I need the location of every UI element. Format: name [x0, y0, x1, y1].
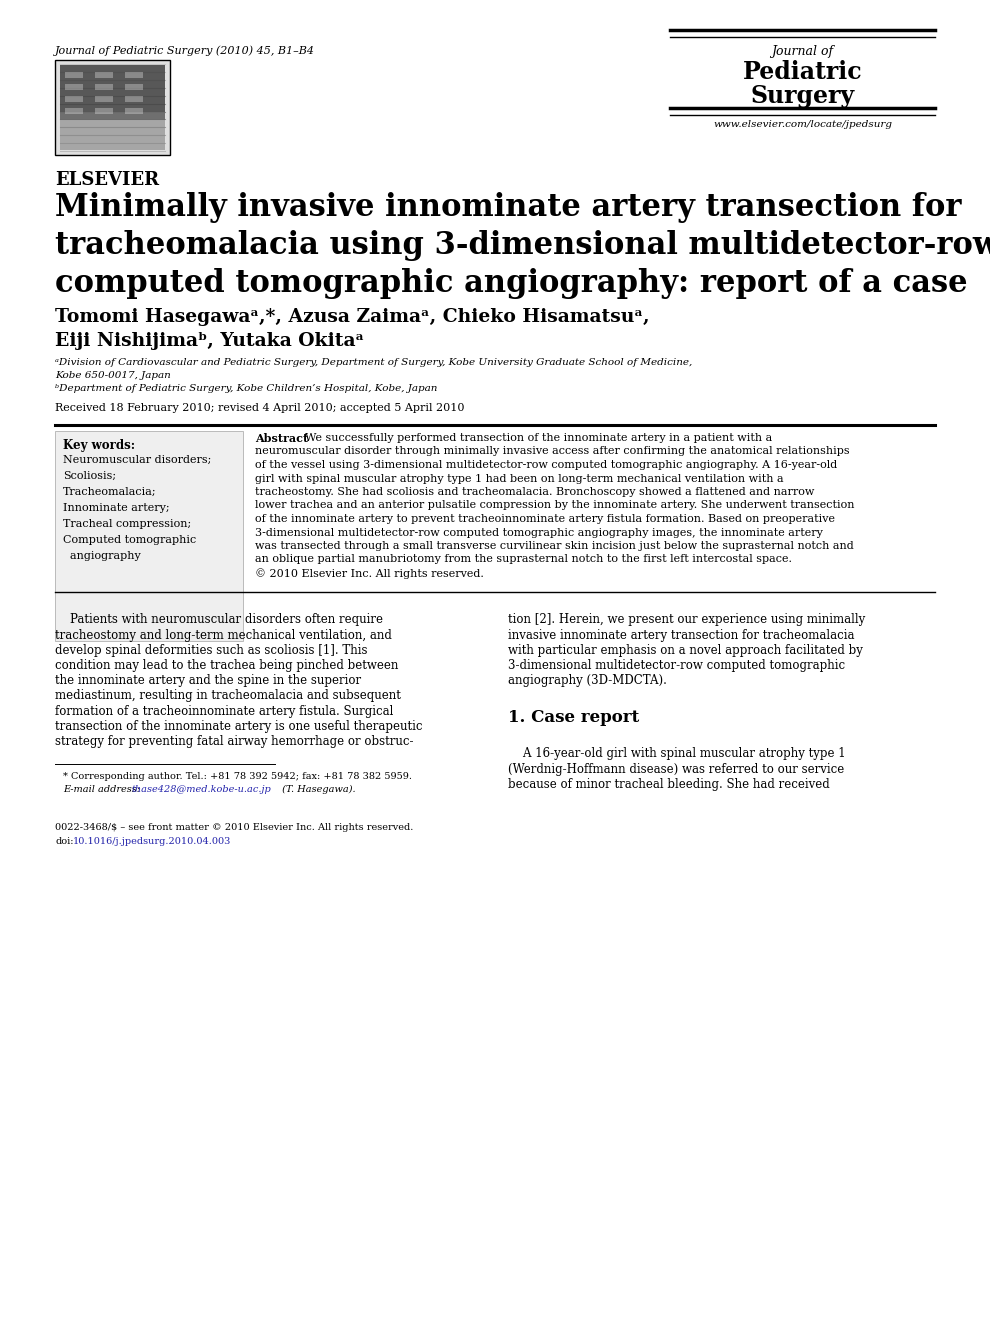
- Text: invasive innominate artery transection for tracheomalacia: invasive innominate artery transection f…: [508, 628, 854, 642]
- Text: Tracheomalacia;: Tracheomalacia;: [63, 487, 156, 498]
- Text: Innominate artery;: Innominate artery;: [63, 503, 169, 513]
- Bar: [95, 96, 113, 102]
- Text: doi:: doi:: [55, 837, 73, 846]
- Text: Journal of: Journal of: [771, 45, 834, 58]
- Text: Surgery: Surgery: [750, 84, 854, 108]
- Text: tracheomalacia using 3-dimensional multidetector-row: tracheomalacia using 3-dimensional multi…: [55, 230, 990, 261]
- Bar: [95, 73, 113, 78]
- Text: www.elsevier.com/locate/jpedsurg: www.elsevier.com/locate/jpedsurg: [713, 120, 892, 129]
- Text: transection of the innominate artery is one useful therapeutic: transection of the innominate artery is …: [55, 719, 423, 733]
- Text: E-mail address:: E-mail address:: [63, 785, 144, 795]
- Bar: [125, 73, 143, 78]
- Text: thase428@med.kobe-u.ac.jp: thase428@med.kobe-u.ac.jp: [131, 785, 270, 795]
- Text: angiography (3D-MDCTA).: angiography (3D-MDCTA).: [508, 675, 667, 688]
- Text: tion [2]. Herein, we present our experience using minimally: tion [2]. Herein, we present our experie…: [508, 614, 865, 627]
- Text: Kobe 650-0017, Japan: Kobe 650-0017, Japan: [55, 371, 170, 380]
- Text: develop spinal deformities such as scoliosis [1]. This: develop spinal deformities such as scoli…: [55, 644, 367, 657]
- Text: Journal of Pediatric Surgery (2010) 45, B1–B4: Journal of Pediatric Surgery (2010) 45, …: [55, 45, 315, 55]
- Text: Eiji Nishijimaᵇ, Yutaka Okitaᵃ: Eiji Nishijimaᵇ, Yutaka Okitaᵃ: [55, 333, 364, 350]
- Text: with particular emphasis on a novel approach facilitated by: with particular emphasis on a novel appr…: [508, 644, 863, 657]
- Text: lower trachea and an anterior pulsatile compression by the innominate artery. Sh: lower trachea and an anterior pulsatile …: [255, 500, 854, 511]
- Text: Tomomi Hasegawaᵃ,*, Azusa Zaimaᵃ, Chieko Hisamatsuᵃ,: Tomomi Hasegawaᵃ,*, Azusa Zaimaᵃ, Chieko…: [55, 308, 649, 326]
- Text: (T. Hasegawa).: (T. Hasegawa).: [279, 785, 355, 795]
- Text: 10.1016/j.jpedsurg.2010.04.003: 10.1016/j.jpedsurg.2010.04.003: [73, 837, 232, 846]
- Bar: [65, 73, 83, 78]
- Text: ᵇDepartment of Pediatric Surgery, Kobe Children’s Hospital, Kobe, Japan: ᵇDepartment of Pediatric Surgery, Kobe C…: [55, 384, 438, 393]
- Bar: [55, 59, 170, 154]
- Text: computed tomographic angiography: report of a case: computed tomographic angiography: report…: [55, 268, 967, 300]
- Text: mediastinum, resulting in tracheomalacia and subsequent: mediastinum, resulting in tracheomalacia…: [55, 689, 401, 702]
- Text: tracheostomy. She had scoliosis and tracheomalacia. Bronchoscopy showed a flatte: tracheostomy. She had scoliosis and trac…: [255, 487, 815, 498]
- Text: © 2010 Elsevier Inc. All rights reserved.: © 2010 Elsevier Inc. All rights reserved…: [255, 568, 484, 578]
- Text: neuromuscular disorder through minimally invasive access after confirming the an: neuromuscular disorder through minimally…: [255, 446, 849, 457]
- Bar: [95, 84, 113, 90]
- Text: strategy for preventing fatal airway hemorrhage or obstruc-: strategy for preventing fatal airway hem…: [55, 735, 414, 748]
- Text: an oblique partial manubriotomy from the suprasternal notch to the first left in: an oblique partial manubriotomy from the…: [255, 554, 792, 565]
- Text: We successfully performed transection of the innominate artery in a patient with: We successfully performed transection of…: [305, 433, 772, 444]
- Text: the innominate artery and the spine in the superior: the innominate artery and the spine in t…: [55, 675, 361, 688]
- Text: Scoliosis;: Scoliosis;: [63, 471, 116, 480]
- Text: Received 18 February 2010; revised 4 April 2010; accepted 5 April 2010: Received 18 February 2010; revised 4 Apr…: [55, 403, 464, 413]
- Bar: [125, 84, 143, 90]
- Text: tracheostomy and long-term mechanical ventilation, and: tracheostomy and long-term mechanical ve…: [55, 628, 392, 642]
- Text: formation of a tracheoinnominate artery fistula. Surgical: formation of a tracheoinnominate artery …: [55, 705, 393, 718]
- Bar: [125, 108, 143, 114]
- Bar: [95, 108, 113, 114]
- Bar: [125, 96, 143, 102]
- Text: Key words:: Key words:: [63, 440, 135, 451]
- Text: Minimally invasive innominate artery transection for: Minimally invasive innominate artery tra…: [55, 191, 961, 223]
- Text: * Corresponding author. Tel.: +81 78 392 5942; fax: +81 78 382 5959.: * Corresponding author. Tel.: +81 78 392…: [63, 772, 412, 781]
- Text: angiography: angiography: [63, 550, 141, 561]
- Text: 3-dimensional multidetector-row computed tomographic angiography images, the inn: 3-dimensional multidetector-row computed…: [255, 528, 823, 537]
- Text: because of minor tracheal bleeding. She had received: because of minor tracheal bleeding. She …: [508, 777, 830, 791]
- Text: Patients with neuromuscular disorders often require: Patients with neuromuscular disorders of…: [55, 614, 383, 627]
- Bar: [60, 65, 165, 120]
- Text: girl with spinal muscular atrophy type 1 had been on long-term mechanical ventil: girl with spinal muscular atrophy type 1…: [255, 474, 784, 483]
- Bar: [65, 96, 83, 102]
- Text: of the innominate artery to prevent tracheoinnominate artery fistula formation. : of the innominate artery to prevent trac…: [255, 513, 835, 524]
- Text: A 16-year-old girl with spinal muscular atrophy type 1: A 16-year-old girl with spinal muscular …: [508, 747, 845, 760]
- Text: Neuromuscular disorders;: Neuromuscular disorders;: [63, 455, 212, 465]
- Text: ELSEVIER: ELSEVIER: [55, 172, 159, 189]
- Text: 3-dimensional multidetector-row computed tomographic: 3-dimensional multidetector-row computed…: [508, 659, 845, 672]
- Bar: [60, 112, 165, 150]
- Text: 1. Case report: 1. Case report: [508, 710, 640, 726]
- Text: condition may lead to the trachea being pinched between: condition may lead to the trachea being …: [55, 659, 398, 672]
- Text: was transected through a small transverse curvilinear skin incision just below t: was transected through a small transvers…: [255, 541, 853, 550]
- Text: Abstract: Abstract: [255, 433, 308, 444]
- Bar: [65, 84, 83, 90]
- Text: Pediatric: Pediatric: [742, 59, 862, 84]
- Text: Tracheal compression;: Tracheal compression;: [63, 519, 191, 529]
- Text: 0022-3468/$ – see front matter © 2010 Elsevier Inc. All rights reserved.: 0022-3468/$ – see front matter © 2010 El…: [55, 824, 414, 833]
- Text: (Werdnig-Hoffmann disease) was referred to our service: (Werdnig-Hoffmann disease) was referred …: [508, 763, 844, 776]
- Bar: [65, 108, 83, 114]
- Text: of the vessel using 3-dimensional multidetector-row computed tomographic angiogr: of the vessel using 3-dimensional multid…: [255, 459, 838, 470]
- Text: Computed tomographic: Computed tomographic: [63, 535, 196, 545]
- Text: ᵃDivision of Cardiovascular and Pediatric Surgery, Department of Surgery, Kobe U: ᵃDivision of Cardiovascular and Pediatri…: [55, 358, 692, 367]
- Bar: [55, 432, 243, 642]
